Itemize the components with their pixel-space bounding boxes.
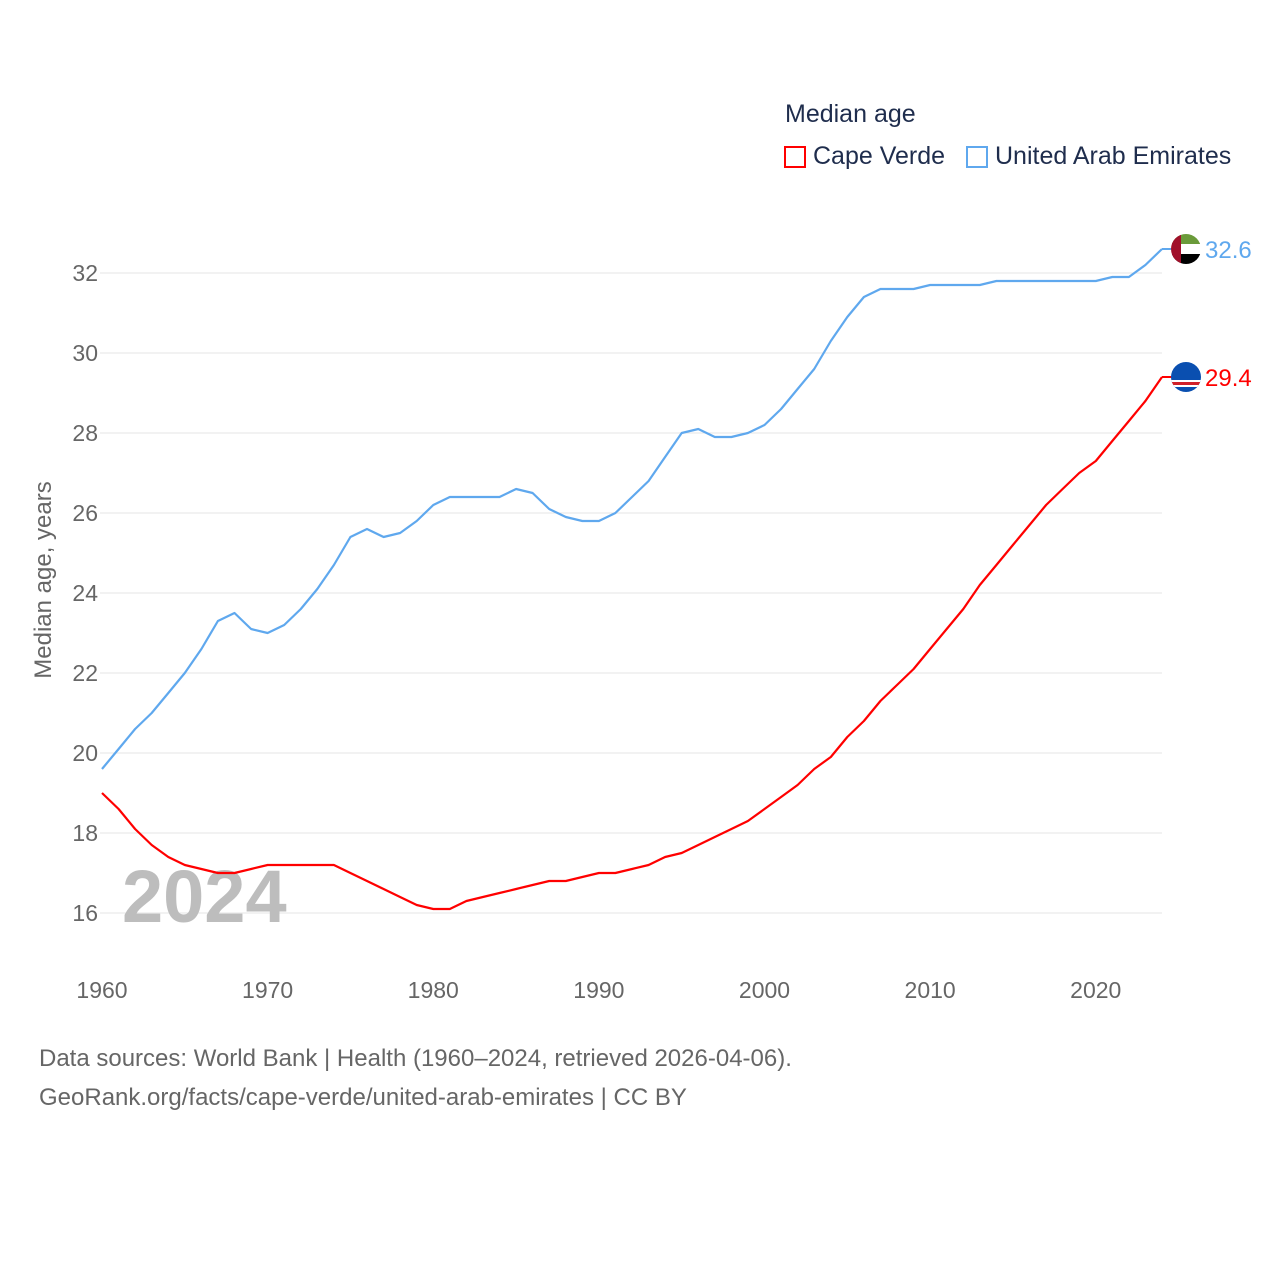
y-tick-label: 22 (72, 660, 98, 686)
uae-flag-icon (1171, 234, 1201, 264)
x-tick-label: 2020 (1070, 977, 1121, 1003)
x-tick-label: 2000 (739, 977, 790, 1003)
x-tick-label: 1990 (573, 977, 624, 1003)
flag-stripe (1171, 254, 1201, 264)
y-axis-label: Median age, years (30, 481, 57, 678)
legend-item-cape-verde[interactable]: Cape Verde (784, 142, 945, 171)
flag-stripe (1171, 234, 1201, 244)
flag-body (1171, 234, 1201, 264)
legend-title: Median age (785, 100, 916, 128)
end-value-label: 29.4 (1205, 365, 1252, 392)
y-tick-label: 16 (72, 900, 98, 926)
end-value-label: 32.6 (1205, 237, 1252, 264)
flag-body (1171, 362, 1201, 392)
flag-stripe (1171, 234, 1181, 264)
y-tick-label: 24 (72, 580, 98, 606)
series-line-uae (101, 248, 1163, 770)
footer-sources: Data sources: World Bank | Health (1960–… (39, 1045, 792, 1072)
flag-field (1171, 362, 1201, 392)
y-tick-label: 26 (72, 500, 98, 526)
y-tick-label: 32 (72, 260, 98, 286)
x-tick-label: 1970 (242, 977, 293, 1003)
y-tick-label: 18 (72, 820, 98, 846)
footer-attribution: GeoRank.org/facts/cape-verde/united-arab… (39, 1084, 687, 1111)
y-tick-label: 28 (72, 420, 98, 446)
flag-stripe (1171, 382, 1201, 385)
x-tick-label: 2010 (905, 977, 956, 1003)
x-tick-label: 1960 (76, 977, 127, 1003)
y-tick-label: 30 (72, 340, 98, 366)
legend-label: Cape Verde (813, 142, 946, 170)
cape-verde-flag-icon (1171, 362, 1201, 392)
legend-swatch (784, 145, 806, 168)
legend-label: United Arab Emirates (995, 142, 1232, 170)
flag-stripe (1171, 244, 1201, 254)
legend-item-uae[interactable]: United Arab Emirates (966, 142, 1231, 171)
y-tick-label: 20 (72, 740, 98, 766)
x-tick-label: 1980 (408, 977, 459, 1003)
legend-swatch (966, 145, 988, 168)
series-line-cape-verde (101, 376, 1163, 911)
